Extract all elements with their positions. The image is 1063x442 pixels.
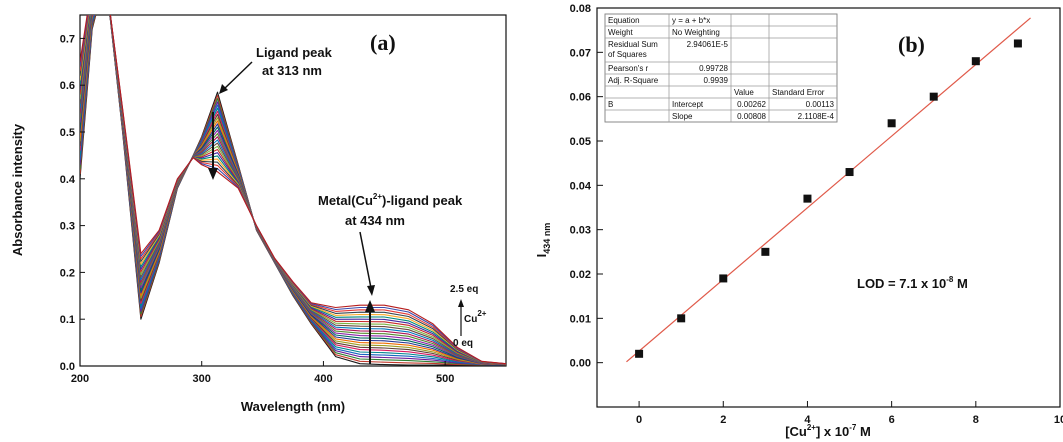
stats-table-cell-text: Weight [608,28,634,37]
panel-b-y-tick-label: 0.07 [570,47,591,59]
ligand-peak-decrease-arrowhead [208,168,218,180]
panel-a-y-tick-label: 0.2 [60,267,75,279]
calibration-data-point [635,350,643,358]
panel-b-y-tick-label: 0.04 [570,180,592,192]
stats-table-cell-text: 0.9939 [704,76,729,85]
calibration-data-point [888,119,896,127]
calibration-data-point [1014,39,1022,47]
panel-a-y-tick-label: 0.3 [60,221,75,233]
eq-arrowhead [458,299,464,307]
panel-b-x-tick-label: 10 [1054,414,1063,426]
stats-table-cell-text: Slope [672,112,693,121]
stats-table-cell-text: 0.00808 [737,112,766,121]
panel-b-y-tick-label: 0.05 [570,136,591,148]
panel-b-y-tick-label: 0.02 [570,269,591,281]
panel-a-x-tick-label: 500 [436,373,454,385]
panel-b-x-tick-label: 8 [973,414,979,426]
calibration-data-point [846,168,854,176]
cu-ion-label: Cu2+ [464,309,487,325]
panel-b-label: (b) [898,32,925,57]
stats-table-cell-text: Adj. R-Square [608,76,659,85]
stats-table-cell-text: B [608,100,613,109]
panel-a-y-tick-label: 0.1 [60,314,75,326]
stats-table-cell-text: Intercept [672,100,704,109]
panel-b-x-axis-label: [Cu2+] x 10-7 M [785,423,871,439]
panel-b-y-tick-label: 0.06 [570,92,591,104]
calibration-data-point [761,248,769,256]
panel-b-y-tick-label: 0.03 [570,225,591,237]
panel-b-y-tick-label: 0.00 [570,358,591,370]
ligand-peak-annotation-line2: at 313 nm [262,63,322,78]
panel-b-x-tick-label: 6 [889,414,895,426]
panel-b-y-ticks: 0.00 0.01 0.02 0.03 0.04 0.05 0.06 0.07 0.08 [570,3,603,370]
eq-bottom-label: 0 eq [453,338,473,349]
panel-a-y-tick-label: 0.7 [60,33,75,45]
panel-a-y-axis-label: Absorbance intensity [10,123,25,256]
panel-b-x-tick-label: 2 [720,414,726,426]
panel-b-y-tick-label: 0.01 [570,313,591,325]
stats-table-cell-text: 0.99728 [699,64,728,73]
stats-table-cell-text: Equation [608,16,640,25]
stats-table-cell-text: 2.1108E-4 [798,112,835,121]
stats-table-cell-text: 2.94061E-5 [687,40,729,49]
metal-peak-annotation-line1: Metal(Cu2+)-ligand peak [318,192,463,208]
metal-peak-annotation-line2: at 434 nm [345,213,405,228]
calibration-data-point [972,57,980,65]
stats-table-cell-text: 0.00113 [806,100,835,109]
stats-table-cell-text: Value [734,88,754,97]
calibration-data-point [930,93,938,101]
stats-table-cell-text: y = a + b*x [672,16,710,25]
metal-peak-increase-arrowhead [365,300,375,312]
ligand-peak-pointer-arrow [223,62,252,90]
stats-table-cell-text: Pearson's r [608,64,649,73]
panel-a-label: (a) [370,30,396,55]
eq-top-label: 2.5 eq [450,284,478,295]
metal-peak-pointer-arrowhead [367,285,375,296]
stats-table-cell-text: Standard Error [772,88,825,97]
panel-a-x-tick-label: 200 [71,373,89,385]
panel-b-y-axis-label: I434 nm [534,223,552,258]
panel-b-x-tick-label: 0 [636,414,642,426]
panel-a-y-tick-label: 0.0 [60,361,75,373]
ligand-peak-annotation-line1: Ligand peak [256,45,333,60]
panel-a-y-tick-label: 0.5 [60,127,75,139]
panel-a-x-axis-label: Wavelength (nm) [241,399,345,414]
calibration-data-point [677,314,685,322]
metal-peak-pointer-arrow [360,232,371,288]
lod-annotation: LOD = 7.1 x 10-8 M [857,275,968,291]
stats-table-cell-text: 0.00262 [737,100,766,109]
calibration-data-point [719,274,727,282]
panel-a-absorbance-chart: 200 300 400 500 0.0 0.1 0.2 0.3 0.4 0.5 0.6 0.7 Wa… [10,0,506,414]
panel-a-y-tick-label: 0.6 [60,80,75,92]
panel-a-y-tick-label: 0.4 [60,174,76,186]
stats-table-cell-text: No Weighting [672,28,720,37]
panel-b-y-tick-label: 0.08 [570,3,591,15]
panel-a-x-tick-label: 400 [314,373,332,385]
calibration-data-point [803,195,811,203]
panel-a-x-tick-label: 300 [193,373,211,385]
